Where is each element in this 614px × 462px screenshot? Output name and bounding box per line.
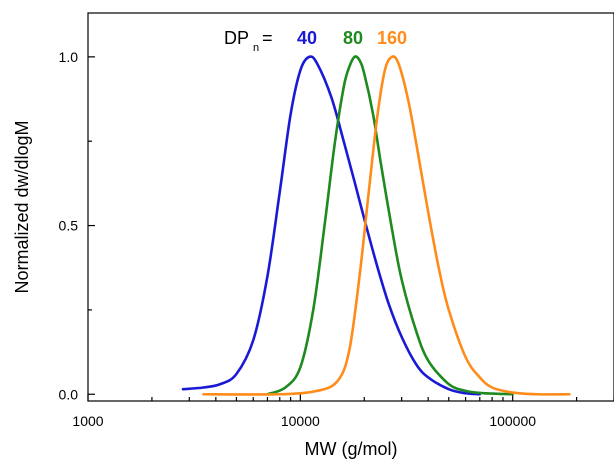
dp-annotation: DP n = 40 80 160 xyxy=(224,28,407,54)
plot-frame xyxy=(87,12,614,402)
dp-equals: = xyxy=(262,28,273,48)
y-axis-label: Normalized dw/dlogM xyxy=(12,120,32,293)
series-line-80 xyxy=(266,55,514,396)
series-line-160 xyxy=(202,55,571,396)
series-label-40: 40 xyxy=(297,28,317,48)
x-axis-label: MW (g/mol) xyxy=(305,439,398,459)
series-label-160: 160 xyxy=(377,28,407,48)
dp-prefix: DP xyxy=(224,28,249,48)
series-label-80: 80 xyxy=(343,28,363,48)
y-tick-label: 0.5 xyxy=(59,218,79,234)
series-layer xyxy=(181,55,571,396)
x-axis-ticks: 1000 10000 100000 xyxy=(72,394,614,429)
x-tick-label: 10000 xyxy=(281,413,320,429)
x-tick-label: 1000 xyxy=(72,413,103,429)
dp-subscript: n xyxy=(253,42,259,54)
x-tick-label: 100000 xyxy=(489,413,536,429)
y-tick-label: 0.0 xyxy=(59,386,79,402)
y-axis-ticks: 0.0 0.5 1.0 xyxy=(59,49,95,402)
y-tick-label: 1.0 xyxy=(59,49,79,65)
series-line-40 xyxy=(181,55,482,396)
